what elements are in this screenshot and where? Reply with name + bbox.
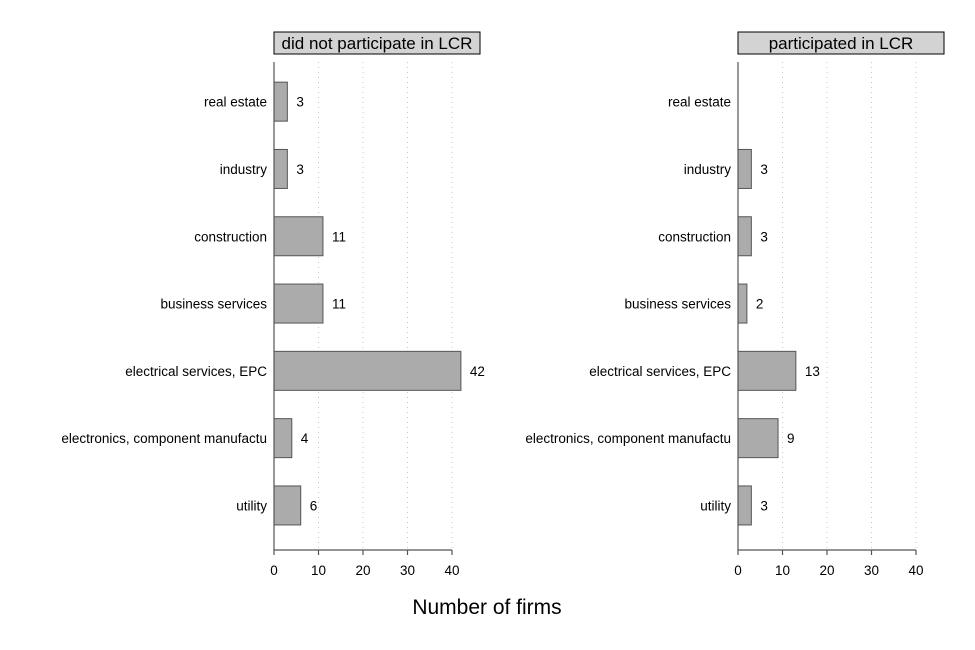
- x-tick-label: 40: [908, 563, 923, 578]
- x-tick-label: 30: [864, 563, 879, 578]
- x-tick-label: 20: [819, 563, 834, 578]
- category-label: electronics, component manufactu: [61, 431, 267, 446]
- bar: [273, 283, 324, 324]
- category-label: real estate: [204, 95, 267, 110]
- data-label: 42: [470, 364, 485, 379]
- x-tick-label: 10: [311, 563, 326, 578]
- category-label: industry: [684, 162, 732, 177]
- bar: [273, 148, 288, 189]
- data-label: 3: [760, 162, 768, 177]
- category-label: electronics, component manufactu: [525, 431, 731, 446]
- data-label: 2: [756, 297, 764, 312]
- x-tick-label: 30: [400, 563, 415, 578]
- category-label: utility: [236, 498, 267, 513]
- category-label: real estate: [668, 95, 731, 110]
- x-tick-label: 20: [355, 563, 370, 578]
- category-label: industry: [220, 162, 268, 177]
- data-label: 3: [760, 229, 768, 244]
- data-label: 11: [332, 297, 346, 312]
- bar: [737, 216, 752, 257]
- bar: [737, 148, 752, 189]
- category-label: electrical services, EPC: [589, 364, 731, 379]
- bar: [273, 350, 462, 391]
- bar: [273, 418, 293, 459]
- x-tick-label: 40: [444, 563, 459, 578]
- bar: [737, 350, 797, 391]
- data-label: 3: [760, 498, 768, 513]
- bar: [737, 485, 752, 526]
- category-label: business services: [160, 297, 267, 312]
- bar: [737, 418, 779, 459]
- x-axis-label: Number of firms: [412, 596, 561, 619]
- data-label: 13: [805, 364, 820, 379]
- category-label: construction: [658, 229, 731, 244]
- panel-title: did not participate in LCR: [282, 34, 473, 53]
- data-label: 9: [787, 431, 795, 446]
- data-label: 3: [296, 162, 304, 177]
- bar: [273, 485, 302, 526]
- panel-title: participated in LCR: [769, 34, 914, 53]
- panel-title-box: [273, 31, 481, 55]
- x-tick-label: 0: [734, 563, 742, 578]
- data-label: 6: [310, 498, 318, 513]
- bar: [273, 81, 288, 122]
- category-label: business services: [624, 297, 731, 312]
- category-label: construction: [194, 229, 267, 244]
- panel-did-not-participate: did not participate in LCR real estate 3 i…: [61, 31, 485, 578]
- x-tick-label: 0: [270, 563, 278, 578]
- data-label: 11: [332, 229, 346, 244]
- data-label: 4: [301, 431, 309, 446]
- panel-participated: participated in LCR real estate industry 3…: [525, 31, 945, 578]
- x-tick-label: 10: [775, 563, 790, 578]
- data-label: 3: [296, 95, 304, 110]
- bar: [273, 216, 324, 257]
- panel-title-box: [737, 31, 945, 55]
- category-label: utility: [700, 498, 731, 513]
- category-label: electrical services, EPC: [125, 364, 267, 379]
- bar: [737, 283, 748, 324]
